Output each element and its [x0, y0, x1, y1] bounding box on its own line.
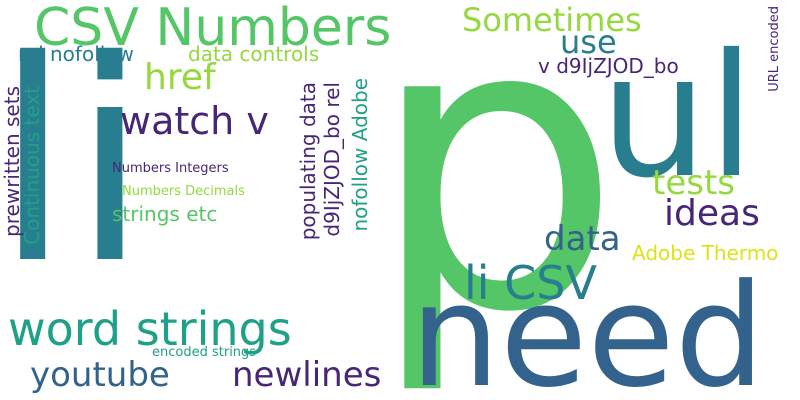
word-watch-v: watch v [120, 99, 269, 143]
word-ideas: ideas [664, 193, 760, 234]
word-numbers-decimals: Numbers Decimals [122, 184, 245, 199]
word-v-code: v d9IjZJOD_bo [538, 54, 679, 78]
word-youtube: youtube [30, 355, 170, 395]
word-p: p [368, 0, 622, 400]
word-sometimes: Sometimes [462, 1, 642, 39]
word-data: data [544, 219, 621, 259]
word-adobe-thermo: Adobe Thermo [632, 241, 779, 265]
word-word-strings: word strings [8, 302, 292, 356]
word-use: use [560, 23, 617, 61]
word-ul: ul [600, 18, 755, 216]
word-li-csv: li CSV [464, 256, 597, 310]
word-csv-numbers: CSV Numbers [34, 0, 392, 58]
word-encoded-strings: encoded strings [152, 345, 257, 360]
word-populating-data: populating data [296, 82, 320, 241]
word-url-encoded: URL encoded [767, 6, 782, 92]
word-code-rel: d9IjZJOD_bo rel [320, 82, 344, 237]
word-tests: tests [652, 163, 736, 203]
word-numbers-integers: Numbers Integers [112, 161, 229, 176]
word-continuous-text: Continuous text [20, 86, 44, 245]
word-rel-nofollow: rel nofollow [18, 42, 134, 66]
word-href: href [144, 57, 216, 98]
word-li: li [0, 1, 149, 325]
word-data-controls: data controls [188, 42, 320, 66]
word-need: need [410, 254, 765, 400]
word-newlines: newlines [232, 355, 382, 395]
word-prewritten-sets: prewritten sets [0, 86, 24, 237]
word-strings-etc: strings etc [112, 202, 218, 226]
word-nofollow-adobe: nofollow Adobe [348, 78, 372, 232]
